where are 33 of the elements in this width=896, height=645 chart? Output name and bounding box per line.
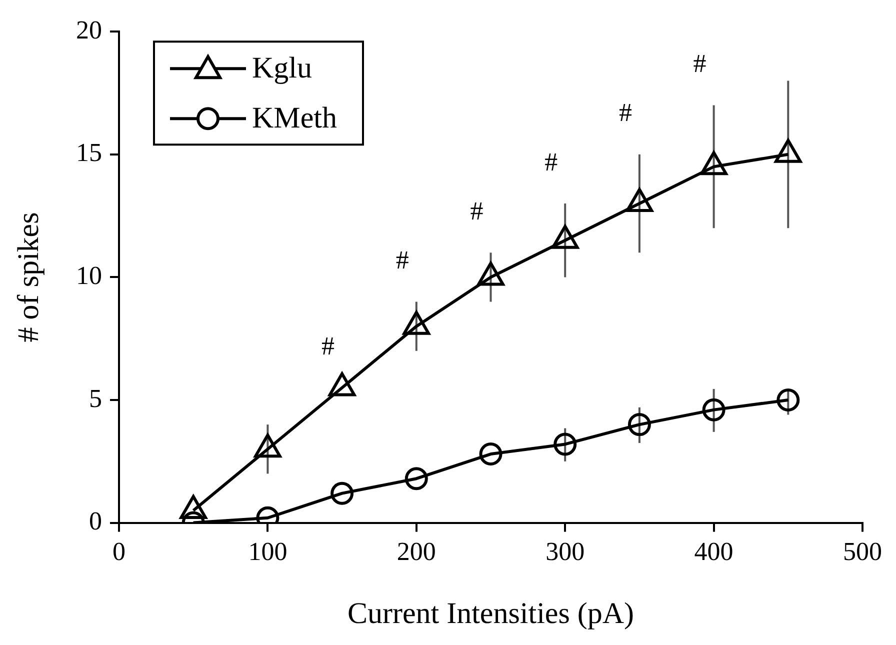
y-tick-label: 5: [89, 384, 102, 413]
point: [626, 188, 654, 212]
point: [554, 432, 577, 456]
x-tick-label: 0: [112, 537, 126, 566]
point: [776, 388, 800, 412]
point: [628, 413, 651, 436]
y-tick-label: 15: [76, 138, 102, 168]
x-tick-label: 200: [396, 537, 436, 566]
x-axis-title: Current Intensities (pA): [347, 596, 634, 630]
x-tick-label: 100: [248, 537, 288, 566]
annotation: #: [396, 246, 409, 275]
x-tick-label: 300: [546, 537, 585, 566]
point: [702, 398, 726, 422]
y-axis-title: # of spikes: [12, 212, 45, 342]
annotation: #: [693, 49, 706, 78]
x-tick-label: 500: [843, 537, 882, 566]
annotation: #: [618, 98, 632, 128]
legend-label: Kglu: [252, 51, 312, 84]
x-tick-label: 400: [694, 537, 734, 566]
y-tick-label: 20: [76, 15, 102, 44]
point: [700, 151, 728, 176]
y-tick-label: 0: [89, 506, 102, 536]
point: [477, 262, 504, 286]
point: [479, 442, 502, 466]
point: [551, 224, 579, 249]
annotation: #: [470, 196, 484, 226]
point: [774, 138, 802, 163]
point: [404, 467, 428, 490]
annotation: #: [322, 332, 335, 361]
point: [330, 482, 354, 505]
annotation: #: [544, 147, 558, 176]
legend-label: KMeth: [252, 101, 337, 134]
y-tick-label: 10: [76, 261, 102, 290]
